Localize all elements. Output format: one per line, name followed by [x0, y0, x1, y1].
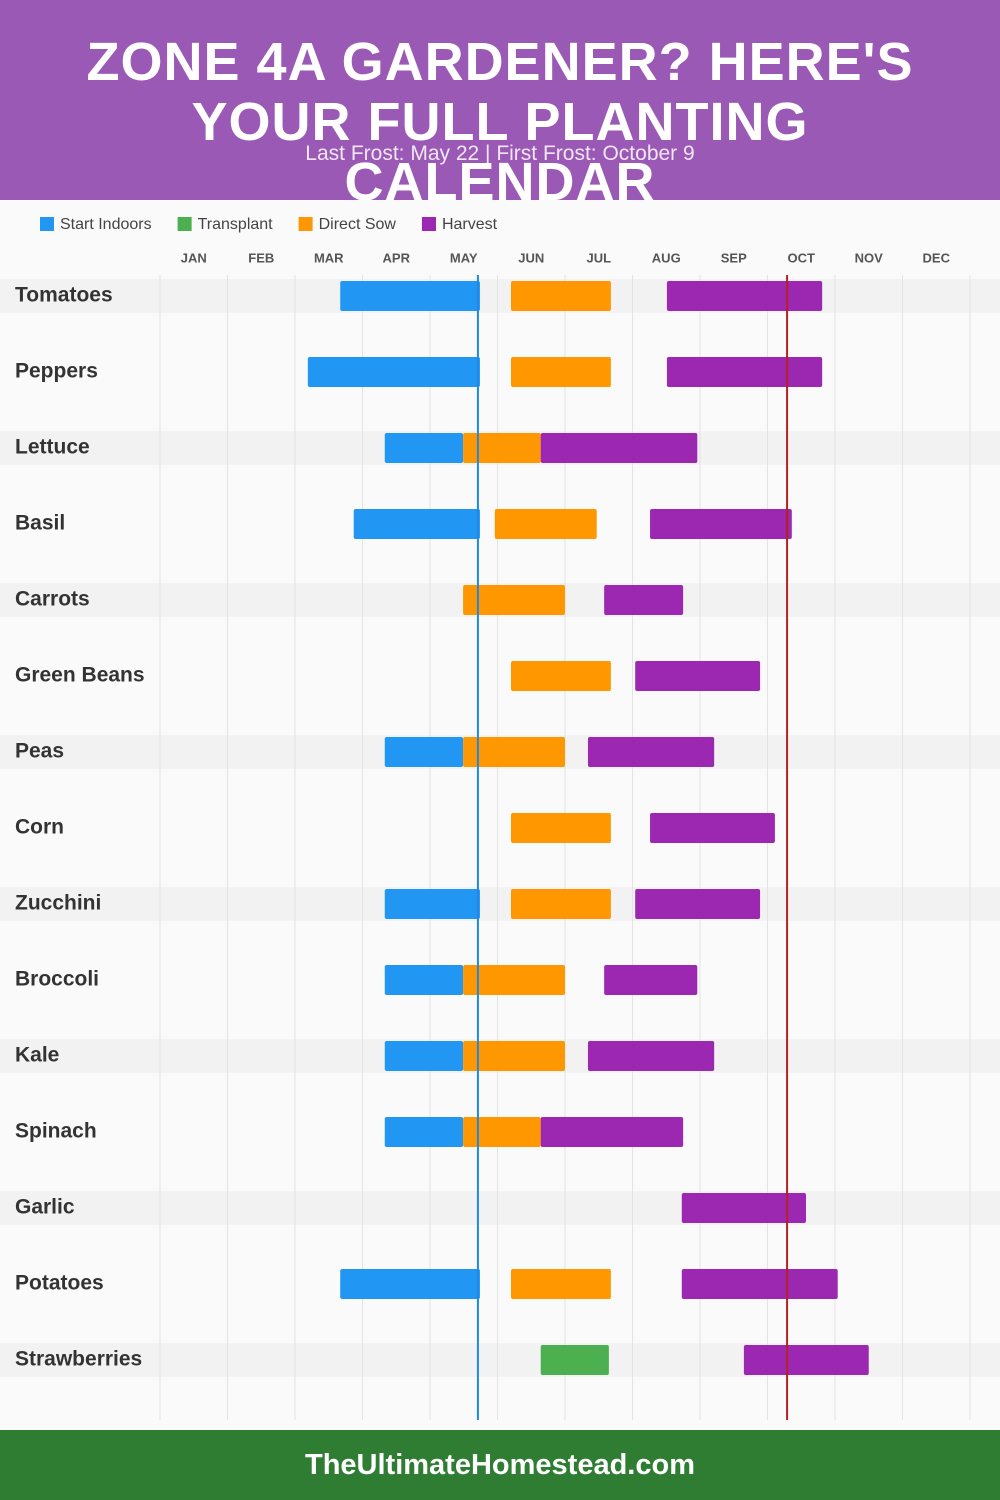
- bar: [540, 1117, 684, 1147]
- footer: TheUltimateHomestead.com: [0, 1430, 1000, 1500]
- legend-label: Transplant: [198, 216, 274, 233]
- title: ZONE 4A GARDENER? HERE'S YOUR FULL PLANT…: [86, 32, 914, 200]
- month-label: JUN: [518, 250, 544, 265]
- bar: [384, 737, 464, 767]
- month-label: OCT: [788, 250, 816, 265]
- bar: [743, 1345, 869, 1375]
- legend-label: Direct Sow: [319, 216, 397, 233]
- crop-label: Garlic: [15, 1196, 75, 1219]
- bar: [635, 889, 761, 919]
- row-band: [0, 887, 1000, 921]
- bar: [384, 1041, 464, 1071]
- bar: [353, 509, 480, 539]
- crop-label: Green Beans: [15, 664, 145, 687]
- bar: [604, 585, 684, 615]
- bar: [650, 813, 775, 843]
- bar: [340, 281, 480, 311]
- crop-label: Kale: [15, 1044, 59, 1067]
- bar: [604, 965, 698, 995]
- row-band: [0, 1191, 1000, 1225]
- month-label: MAY: [450, 250, 478, 265]
- header: ZONE 4A GARDENER? HERE'S YOUR FULL PLANT…: [0, 0, 1000, 200]
- bar: [463, 1117, 541, 1147]
- chart: JAN FEB MAR APR MAY JUN JUL AUG SEP OCT NOV DEC Star…: [0, 216, 1000, 1420]
- legend-swatch: [421, 217, 436, 231]
- legend-label: Start Indoors: [60, 216, 152, 233]
- crop-label: Strawberries: [15, 1348, 142, 1371]
- bar: [587, 737, 715, 767]
- bar: [511, 1269, 611, 1299]
- bar: [666, 357, 823, 387]
- bar: [681, 1269, 838, 1299]
- month-label: DEC: [923, 250, 951, 265]
- bar: [540, 433, 698, 463]
- legend-label: Harvest: [442, 216, 498, 233]
- crop-label: Lettuce: [15, 436, 90, 459]
- legend-swatch: [177, 217, 192, 231]
- crop-label: Spinach: [15, 1120, 97, 1143]
- month-label: MAR: [314, 250, 344, 265]
- crop-label: Peas: [15, 740, 64, 763]
- bar: [511, 281, 611, 311]
- bar: [384, 433, 464, 463]
- row-band: [0, 279, 1000, 313]
- subtitle: Last Frost: May 22 | First Frost: Octobe…: [305, 142, 695, 165]
- crop-label: Tomatoes: [15, 284, 113, 307]
- month-label: NOV: [855, 250, 884, 265]
- bar: [650, 509, 792, 539]
- legend-swatch: [298, 217, 313, 231]
- bar: [635, 661, 761, 691]
- bar: [384, 1117, 464, 1147]
- bar: [511, 357, 611, 387]
- month-label: JAN: [181, 250, 207, 265]
- bar: [463, 965, 565, 995]
- crop-label: Broccoli: [15, 968, 99, 991]
- crop-label: Potatoes: [15, 1272, 104, 1295]
- bar: [463, 585, 565, 615]
- bar: [511, 661, 611, 691]
- bar: [587, 1041, 715, 1071]
- month-label: APR: [383, 250, 411, 265]
- bar: [511, 813, 611, 843]
- crop-label: Basil: [15, 512, 65, 535]
- bar: [681, 1193, 806, 1223]
- bar: [463, 737, 565, 767]
- bar: [494, 509, 597, 539]
- month-label: JUL: [586, 250, 611, 265]
- bar: [384, 965, 464, 995]
- crop-label: Corn: [15, 816, 64, 839]
- bar: [384, 889, 480, 919]
- bar: [340, 1269, 480, 1299]
- month-label: SEP: [721, 250, 747, 265]
- month-label: FEB: [248, 250, 274, 265]
- bar: [463, 1041, 565, 1071]
- crop-label: Zucchini: [15, 892, 101, 915]
- crop-label: Peppers: [15, 360, 98, 383]
- bar: [307, 357, 480, 387]
- bar: [463, 433, 541, 463]
- legend-swatch: [40, 217, 54, 231]
- crop-label: Carrots: [15, 588, 90, 611]
- bar: [666, 281, 823, 311]
- month-label: AUG: [652, 250, 681, 265]
- bar: [540, 1345, 609, 1375]
- bar: [511, 889, 611, 919]
